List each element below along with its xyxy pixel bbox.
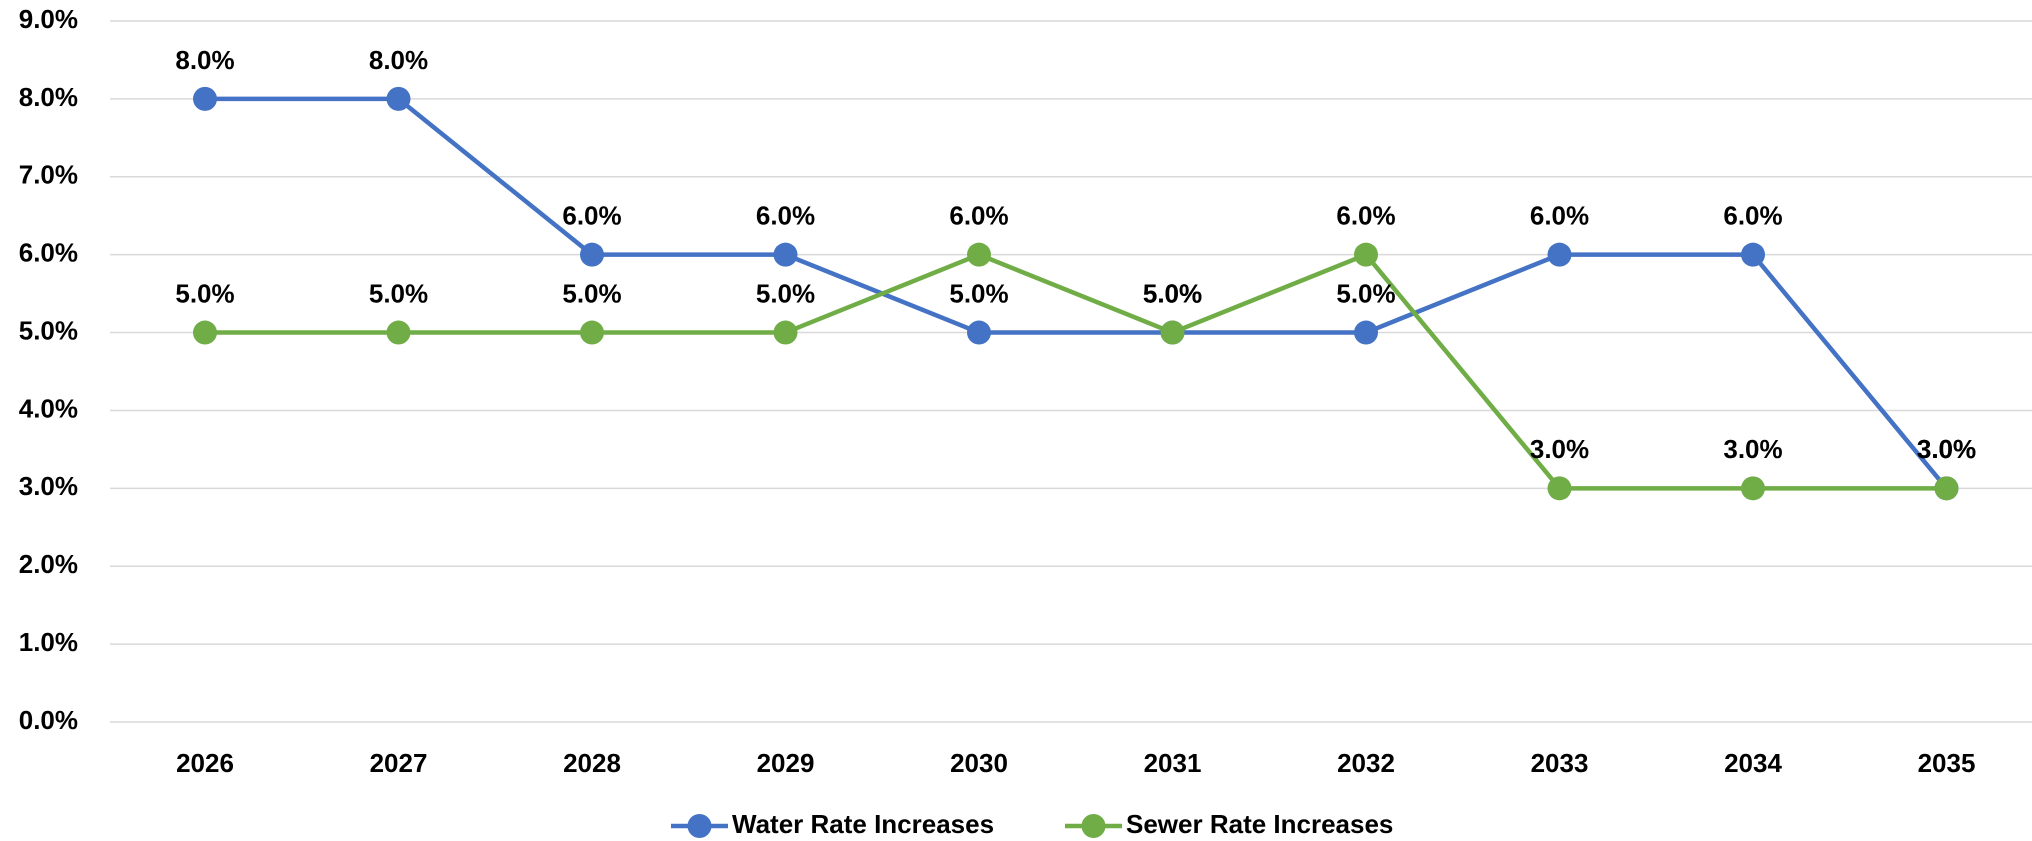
x-tick-label: 2030 [950,748,1008,778]
y-tick-label: 6.0% [19,238,78,268]
data-point [773,320,798,345]
data-point [386,320,411,345]
data-label: 5.0% [1143,278,1202,308]
y-tick-label: 8.0% [19,82,78,112]
y-tick-label: 5.0% [19,315,78,345]
x-tick-label: 2028 [563,748,621,778]
data-label: 3.0% [1917,434,1976,464]
y-tick-label: 2.0% [19,549,78,579]
data-label: 5.0% [369,278,428,308]
data-label: 6.0% [1530,201,1589,231]
data-point [1547,242,1572,267]
data-label: 5.0% [562,278,621,308]
x-tick-label: 2032 [1337,748,1395,778]
y-tick-label: 0.0% [19,705,78,735]
x-tick-label: 2035 [1918,748,1976,778]
data-label: 8.0% [369,45,428,75]
data-label: 6.0% [756,201,815,231]
data-point [1741,242,1765,267]
y-tick-label: 3.0% [19,471,78,501]
data-label: 5.0% [756,278,815,308]
legend-label: Water Rate Increases [732,809,994,839]
data-point [193,320,217,345]
data-label: 3.0% [1917,434,1976,464]
data-label: 5.0% [949,278,1008,308]
data-label: 6.0% [562,201,621,231]
data-point [1354,242,1378,267]
data-label: 3.0% [1530,434,1589,464]
y-tick-label: 4.0% [19,393,78,423]
data-label: 6.0% [949,201,1008,231]
series-line [205,96,1949,490]
x-tick-label: 2027 [370,748,428,778]
data-point [967,242,991,267]
data-point [580,242,604,267]
data-label: 6.0% [1336,201,1395,231]
series-line [205,252,1947,491]
data-point [580,320,604,345]
data-label: 5.0% [175,278,234,308]
y-tick-label: 7.0% [19,160,78,190]
x-tick-label: 2034 [1724,748,1782,778]
y-tick-label: 9.0% [19,4,78,34]
x-tick-label: 2026 [176,748,234,778]
data-label: 5.0% [1336,278,1395,308]
data-point [1741,476,1765,501]
y-tick-label: 1.0% [19,627,78,657]
legend-marker [687,814,712,838]
data-point [1160,320,1185,345]
data-point [773,242,798,267]
legend-label: Sewer Rate Increases [1126,809,1393,839]
data-point [193,86,217,111]
data-label: 3.0% [1723,434,1782,464]
legend-marker [1081,814,1106,838]
x-tick-label: 2029 [757,748,815,778]
data-label: 8.0% [175,45,234,75]
data-point [1354,320,1378,345]
x-tick-label: 2033 [1531,748,1589,778]
data-label: 6.0% [1723,201,1782,231]
x-tick-label: 2031 [1144,748,1202,778]
data-point [967,320,991,345]
data-point [386,86,411,111]
data-point [1547,476,1572,501]
data-label: 5.0% [1143,278,1202,308]
data-point [1934,476,1959,501]
